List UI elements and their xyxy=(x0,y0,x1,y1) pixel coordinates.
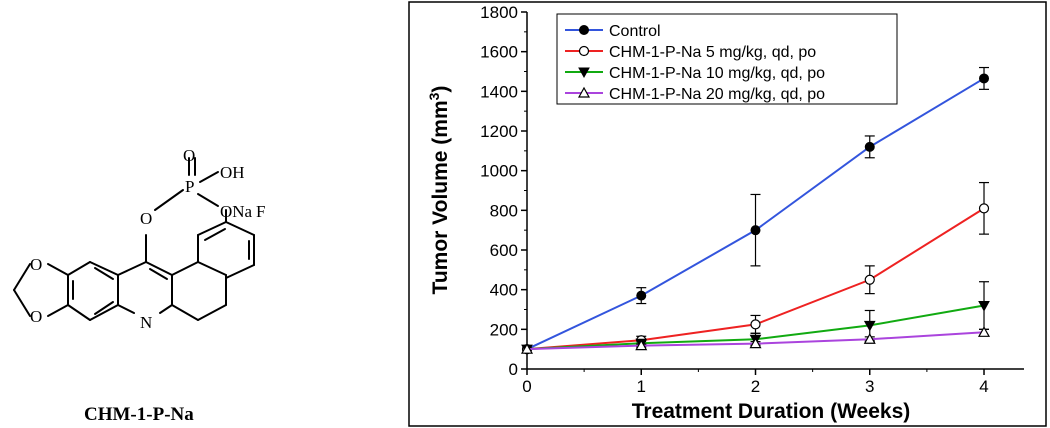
atom-o-ring-bottom: O xyxy=(30,307,42,326)
x-tick-label-3: 3 xyxy=(865,377,874,396)
legend-marker-1 xyxy=(578,45,590,57)
legend: Control CHM-1-P-Na 5 mg/kg, qd, po CHM-1-P… xyxy=(556,13,898,105)
legend-marker-0 xyxy=(579,25,589,35)
data-point-3-1 xyxy=(635,339,648,351)
atom-o-double: O xyxy=(183,146,195,165)
x-tick-label-4: 4 xyxy=(979,377,988,396)
axes: 0 200 400 600 800 1000 1200 1400 1600 1800 0 1 2 3 4 xyxy=(480,3,1024,396)
data-point-0-4 xyxy=(979,73,990,84)
y-tick-label-800: 800 xyxy=(490,201,518,220)
chemical-structure: O P OH ONa O O O N F CHM-1-P-Na xyxy=(13,146,265,425)
atom-o-ester: O xyxy=(140,209,152,228)
chart-frame xyxy=(408,1,1047,427)
data-point-3-0 xyxy=(520,342,534,354)
x-axis-title: Treatment Duration (Weeks) xyxy=(632,400,911,423)
y-tick-label-1800: 1800 xyxy=(480,3,518,22)
x-tick-label-2: 2 xyxy=(751,377,760,396)
atom-ona: ONa xyxy=(220,202,253,221)
legend-box xyxy=(556,13,898,105)
y-tick-label-1200: 1200 xyxy=(480,122,518,141)
data-point-3-3 xyxy=(863,333,876,344)
series-3 xyxy=(520,326,991,354)
y-tick-label-400: 400 xyxy=(490,281,518,300)
data-point-1-2 xyxy=(750,319,761,330)
data-point-0-3 xyxy=(864,141,875,152)
series-layer xyxy=(520,66,991,356)
x-tick-label-0: 0 xyxy=(522,377,531,396)
atom-n: N xyxy=(140,313,152,332)
legend-label-1: CHM-1-P-Na 5 mg/kg, qd, po xyxy=(609,44,816,61)
data-point-3-4 xyxy=(977,326,991,337)
data-point-1-4 xyxy=(978,203,990,214)
legend-label-2: CHM-1-P-Na 10 mg/kg, qd, po xyxy=(609,65,825,82)
legend-label-3: CHM-1-P-Na 20 mg/kg, qd, po xyxy=(609,86,825,103)
legend-label-0: Control xyxy=(609,23,661,40)
data-point-0-2 xyxy=(750,225,761,236)
x-tick-label-1: 1 xyxy=(637,377,646,396)
y-tick-label-600: 600 xyxy=(490,241,518,260)
data-point-2-4 xyxy=(978,301,990,312)
atom-oh: OH xyxy=(220,163,245,182)
y-tick-label-0: 0 xyxy=(509,360,518,379)
y-tick-label-1600: 1600 xyxy=(480,43,518,62)
molecule-caption: CHM-1-P-Na xyxy=(84,404,194,425)
y-tick-label-1000: 1000 xyxy=(480,162,518,181)
y-tick-label-200: 200 xyxy=(490,320,518,339)
series-0 xyxy=(522,66,990,355)
data-point-2-3 xyxy=(863,320,876,332)
atom-f: F xyxy=(256,202,265,221)
atom-p: P xyxy=(185,177,194,196)
data-point-1-3 xyxy=(864,274,875,285)
y-axis-title: Tumor Volume (mm3) xyxy=(426,86,452,295)
data-point-3-2 xyxy=(749,337,762,349)
atom-o-ring-top: O xyxy=(30,255,42,274)
y-tick-label-1400: 1400 xyxy=(480,82,518,101)
data-point-0-1 xyxy=(636,290,647,301)
legend-marker-3 xyxy=(577,86,591,98)
legend-marker-2 xyxy=(578,67,590,79)
